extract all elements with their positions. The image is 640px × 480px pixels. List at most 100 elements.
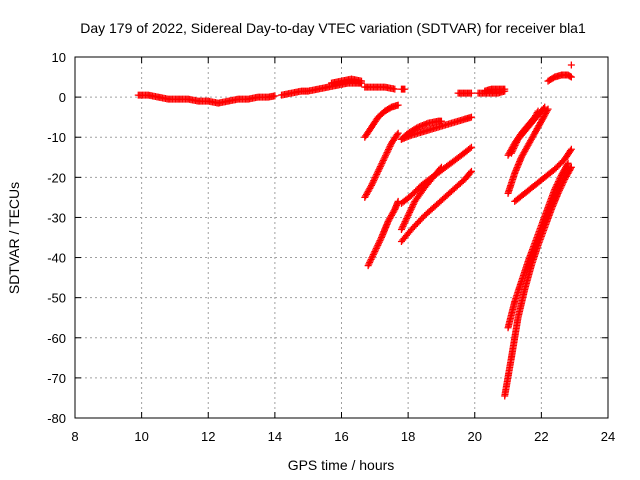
data-point bbox=[362, 192, 370, 200]
data-point bbox=[538, 116, 546, 124]
data-point bbox=[386, 214, 394, 222]
data-point bbox=[567, 165, 575, 173]
series-arc-7 bbox=[361, 129, 402, 201]
data-point bbox=[540, 113, 548, 121]
data-point bbox=[554, 189, 562, 197]
x-tick-label: 22 bbox=[534, 429, 548, 444]
series-arc-14 bbox=[454, 89, 475, 97]
series-arc-6 bbox=[361, 101, 402, 141]
data-point bbox=[376, 163, 384, 171]
data-point bbox=[389, 208, 397, 216]
data-point bbox=[563, 171, 571, 179]
data-point bbox=[374, 241, 382, 249]
data-point bbox=[401, 218, 409, 226]
data-point bbox=[543, 107, 551, 115]
data-point bbox=[369, 252, 377, 260]
y-tick-label: -30 bbox=[47, 210, 66, 225]
data-point bbox=[507, 149, 515, 157]
data-point bbox=[362, 190, 370, 198]
data-point bbox=[544, 105, 552, 113]
data-point bbox=[467, 89, 475, 97]
data-point bbox=[394, 129, 402, 137]
x-tick-label: 8 bbox=[71, 429, 78, 444]
data-point bbox=[566, 147, 574, 155]
data-point bbox=[363, 189, 371, 197]
data-point bbox=[533, 125, 541, 133]
data-point bbox=[556, 186, 564, 194]
x-tick-label: 10 bbox=[134, 429, 148, 444]
series-arc-20 bbox=[511, 145, 575, 205]
data-point bbox=[383, 149, 391, 157]
data-point bbox=[357, 77, 365, 85]
data-point bbox=[527, 135, 535, 143]
data-point bbox=[553, 181, 561, 189]
data-point bbox=[382, 150, 390, 158]
data-point bbox=[368, 254, 376, 262]
data-point bbox=[539, 114, 547, 122]
data-point bbox=[466, 144, 474, 152]
data-point bbox=[377, 235, 385, 243]
data-point bbox=[531, 129, 539, 137]
data-point bbox=[467, 143, 475, 151]
data-point bbox=[387, 211, 395, 219]
data-point bbox=[523, 143, 531, 151]
series-arc-1 bbox=[134, 91, 279, 107]
data-point bbox=[542, 110, 550, 118]
series-arc-5 bbox=[397, 85, 409, 93]
data-point bbox=[513, 138, 521, 146]
data-point bbox=[385, 145, 393, 153]
data-point bbox=[376, 237, 384, 245]
data-point bbox=[532, 126, 540, 134]
series-arc-24 bbox=[567, 61, 575, 69]
data-point bbox=[406, 208, 414, 216]
data-point bbox=[524, 141, 532, 149]
data-point bbox=[540, 104, 548, 112]
series-arc-23 bbox=[544, 71, 575, 85]
data-point bbox=[403, 213, 411, 221]
data-point bbox=[394, 101, 402, 109]
data-point bbox=[375, 166, 383, 174]
data-point bbox=[501, 85, 509, 93]
data-point bbox=[408, 204, 416, 212]
data-point bbox=[510, 145, 518, 153]
data-point bbox=[403, 215, 411, 223]
data-point bbox=[364, 187, 372, 195]
data-point bbox=[521, 147, 529, 155]
data-point bbox=[409, 201, 417, 209]
data-point bbox=[400, 221, 408, 229]
data-point bbox=[562, 162, 570, 170]
series-arc-16 bbox=[481, 85, 509, 95]
y-tick-label: -80 bbox=[47, 411, 66, 426]
data-point bbox=[373, 169, 381, 177]
data-point bbox=[372, 244, 380, 252]
data-point bbox=[559, 178, 567, 186]
data-point bbox=[522, 146, 530, 154]
data-point bbox=[530, 131, 538, 139]
data-point bbox=[509, 146, 517, 154]
data-point bbox=[385, 216, 393, 224]
data-point bbox=[437, 117, 445, 125]
data-point bbox=[551, 184, 559, 192]
y-tick-label: -60 bbox=[47, 331, 66, 346]
data-point bbox=[525, 140, 533, 148]
data-point bbox=[560, 177, 568, 185]
data-point bbox=[387, 213, 395, 221]
data-point bbox=[566, 166, 574, 174]
data-point bbox=[367, 255, 375, 263]
data-point bbox=[409, 202, 417, 210]
data-point bbox=[402, 216, 410, 224]
data-point bbox=[565, 168, 573, 176]
series-arc-18 bbox=[507, 103, 549, 157]
data-point bbox=[558, 180, 566, 188]
data-point bbox=[369, 178, 377, 186]
data-point bbox=[388, 210, 396, 218]
data-point bbox=[518, 152, 526, 160]
data-point bbox=[377, 161, 385, 169]
data-point bbox=[532, 128, 540, 136]
series-arc-19 bbox=[504, 105, 552, 197]
x-axis-title: GPS time / hours bbox=[288, 457, 395, 473]
x-tick-label: 12 bbox=[201, 429, 215, 444]
data-point bbox=[378, 160, 386, 168]
data-point bbox=[366, 184, 374, 192]
